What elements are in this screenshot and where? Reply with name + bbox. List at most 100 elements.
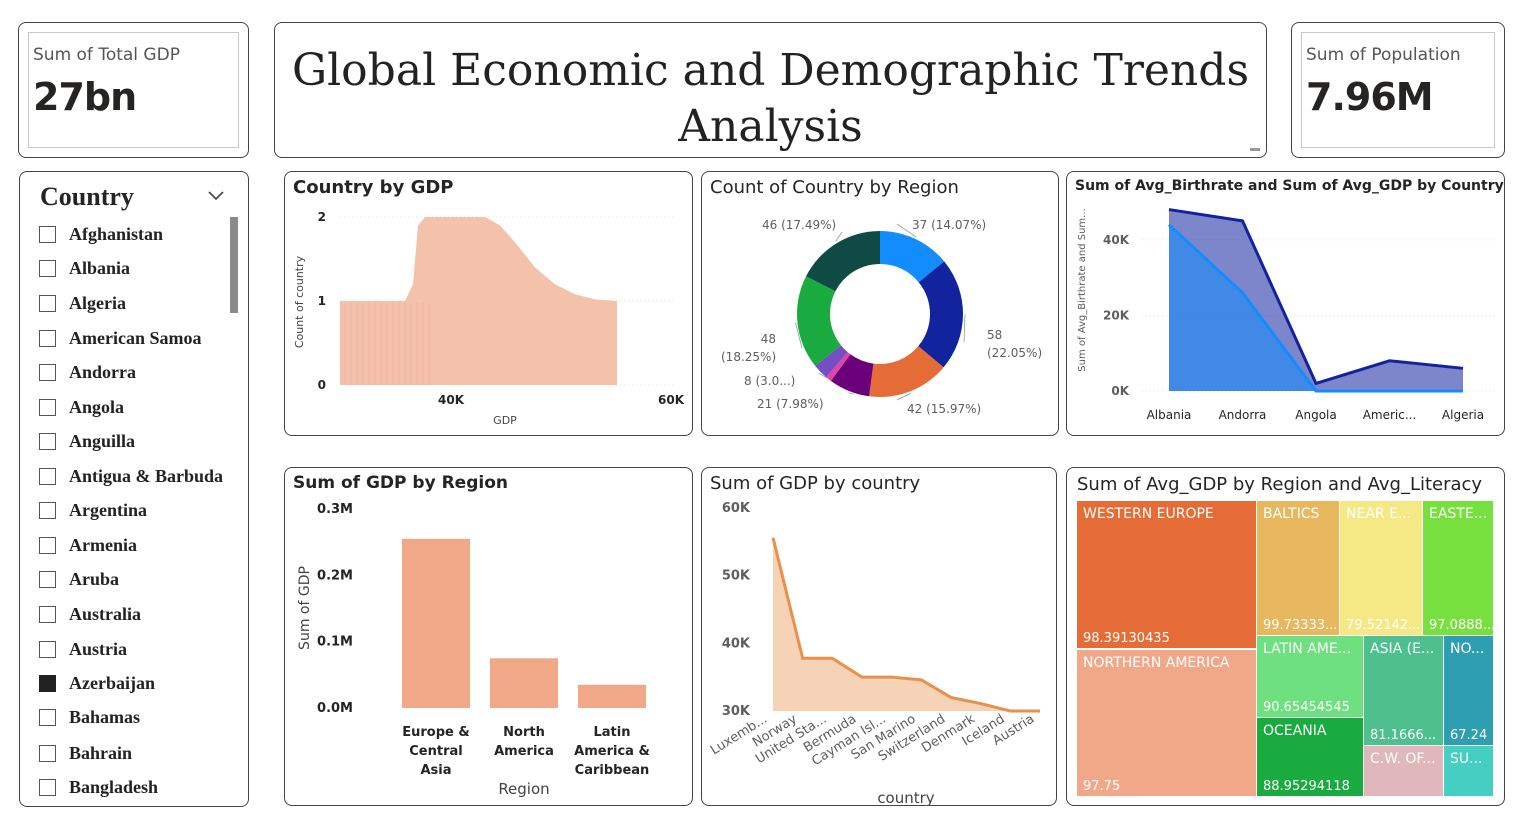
treemap-tile — [1423, 501, 1493, 635]
slicer-item[interactable]: Bahrain — [39, 743, 244, 765]
slicer-item[interactable]: Afghanistan — [39, 224, 244, 246]
slicer-checkbox[interactable] — [39, 226, 56, 243]
slicer-item[interactable]: Algeria — [39, 293, 244, 315]
slicer-item-label: Aruba — [69, 569, 120, 589]
donut-slice — [797, 276, 841, 366]
y-tick-label: 2 — [318, 210, 326, 224]
kpi-value: 7.96M — [1306, 75, 1434, 119]
slicer-checkbox[interactable] — [39, 399, 56, 416]
slicer-item[interactable]: Albania — [39, 258, 244, 280]
slicer-checkbox[interactable] — [39, 537, 56, 554]
kpi-label: Sum of Population — [1306, 45, 1461, 65]
x-tick-label: Americ... — [1363, 408, 1417, 422]
kpi-frame — [28, 32, 239, 148]
y-tick-label: 0 — [318, 378, 326, 392]
chart-title: Sum of GDP by country — [710, 473, 921, 494]
treemap-value: 81.1666... — [1370, 728, 1436, 743]
data-label: 48 — [761, 332, 776, 346]
slicer-item-label: Australia — [69, 604, 141, 624]
leader-line — [963, 314, 966, 343]
slicer-checkbox[interactable] — [39, 675, 56, 692]
y-tick-label: 0.3M — [317, 502, 353, 517]
y-axis-label: Sum of GDP — [297, 566, 313, 650]
slicer-item[interactable]: American Samoa — [39, 328, 244, 350]
slicer-item[interactable]: Bangladesh — [39, 777, 244, 799]
data-label: (22.05%) — [987, 346, 1042, 360]
bar — [402, 538, 470, 708]
treemap-tile — [1077, 501, 1256, 648]
treemap-value: 88.95294118 — [1263, 779, 1350, 794]
slicer-item[interactable]: Angola — [39, 397, 244, 419]
slicer-item[interactable]: Austria — [39, 639, 244, 661]
slicer-checkbox[interactable] — [39, 745, 56, 762]
title-line-1: Global Economic and Demographic Trends — [291, 45, 1250, 96]
slicer-scrollbar[interactable] — [230, 217, 238, 313]
title-line-2: Analysis — [678, 101, 863, 152]
slicer-checkbox[interactable] — [39, 502, 56, 519]
y-tick-label: 0.1M — [317, 635, 353, 650]
slicer-item[interactable]: Aruba — [39, 569, 244, 591]
treemap-label: ASIA (E... — [1370, 641, 1434, 657]
area-series — [773, 537, 1040, 711]
y-tick-label: 0.0M — [317, 701, 353, 716]
chevron-down-icon[interactable] — [206, 186, 226, 206]
treemap-tile — [1077, 650, 1256, 796]
treemap-value: 98.39130435 — [1083, 631, 1170, 646]
slicer-item[interactable]: Australia — [39, 604, 244, 626]
resize-handle[interactable] — [1250, 148, 1260, 151]
slicer-checkbox[interactable] — [39, 364, 56, 381]
slicer-title: Country — [40, 182, 134, 211]
x-tick-label: Andorra — [1219, 408, 1267, 422]
slicer-item[interactable]: Andorra — [39, 362, 244, 384]
kpi-frame — [1301, 32, 1495, 148]
treemap-value: 67.24 — [1450, 728, 1487, 743]
slicer-checkbox[interactable] — [39, 260, 56, 277]
x-axis-label: GDP — [493, 414, 517, 427]
slicer-item-label: Algeria — [69, 293, 126, 313]
slicer-checkbox[interactable] — [39, 433, 56, 450]
x-tick-label: 40K — [438, 393, 465, 407]
treemap-value: 79.52142... — [1346, 618, 1420, 633]
treemap-value: 90.65454545 — [1263, 700, 1350, 715]
donut-slice — [815, 345, 848, 378]
slicer-item[interactable]: Armenia — [39, 535, 244, 557]
slicer-item-label: Angola — [69, 397, 125, 417]
slicer-item[interactable]: Anguilla — [39, 431, 244, 453]
kpi-label: Sum of Total GDP — [33, 45, 180, 65]
slicer-item-label: Armenia — [69, 535, 137, 555]
slicer-checkbox[interactable] — [39, 709, 56, 726]
slicer-checkbox[interactable] — [39, 468, 56, 485]
slicer-item-label: American Samoa — [69, 328, 202, 348]
x-axis-label: country — [877, 789, 934, 805]
slicer-checkbox[interactable] — [39, 606, 56, 623]
treemap-label: C.W. OF... — [1370, 751, 1436, 767]
kpi-card-total-gdp: Sum of Total GDP 27bn — [18, 22, 249, 158]
treemap-value: 97.0888... — [1429, 618, 1495, 633]
x-tick-label: Central — [409, 744, 462, 759]
treemap-label: EASTE... — [1429, 506, 1487, 522]
slicer-checkbox[interactable] — [39, 779, 56, 796]
slicer-item-label: Albania — [69, 258, 131, 278]
country-slicer: Country Afghanistan Albania Algeria America… — [19, 171, 249, 807]
data-label: 8 (3.0...) — [744, 374, 795, 388]
slicer-checkbox[interactable] — [39, 330, 56, 347]
slicer-item[interactable]: Bahamas — [39, 707, 244, 729]
slicer-item-label: Austria — [69, 639, 127, 659]
leader-line — [795, 322, 803, 349]
series-line — [771, 537, 1040, 713]
slicer-checkbox[interactable] — [39, 295, 56, 312]
slicer-checkbox[interactable] — [39, 571, 56, 588]
x-tick-label: Europe & — [402, 725, 469, 740]
donut-slice — [826, 352, 851, 381]
treemap-label: WESTERN EUROPE — [1083, 506, 1214, 522]
series-line — [1168, 208, 1464, 386]
chart-count-by-region: Count of Country by Region 37 (14.07%) 58… — [701, 171, 1059, 436]
chart-title: Sum of Avg_GDP by Region and Avg_Literac… — [1077, 474, 1483, 495]
slicer-item[interactable]: Antigua & Barbuda — [39, 466, 244, 488]
slicer-checkbox[interactable] — [39, 641, 56, 658]
slicer-item[interactable]: Azerbaijan — [39, 673, 244, 695]
slicer-item[interactable]: Argentina — [39, 500, 244, 522]
dashboard-title: Global Economic and Demographic Trends A… — [275, 43, 1266, 155]
slicer-item-label: Bangladesh — [69, 777, 159, 797]
